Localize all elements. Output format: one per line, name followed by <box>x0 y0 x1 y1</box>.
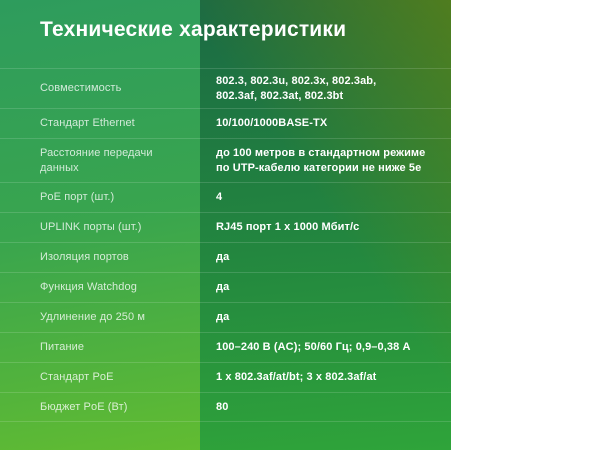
spec-table: Совместимость 802.3, 802.3u, 802.3x, 802… <box>0 68 451 422</box>
title-bar: Технические характеристики <box>0 0 451 68</box>
spec-value: RJ45 порт 1 x 1000 Мбит/с <box>216 221 360 234</box>
spec-row-poe-budget: Бюджет PoE (Вт) 80 <box>0 392 451 422</box>
spec-label: Изоляция портов <box>40 251 129 264</box>
spec-value: 10/100/1000BASE-TX <box>216 117 328 130</box>
spec-value: да <box>216 281 230 294</box>
spec-row-transmission-distance: Расстояние передачи данных до 100 метров… <box>0 138 451 182</box>
spec-value: да <box>216 251 230 264</box>
spec-value: 100–240 В (AC); 50/60 Гц; 0,9–0,38 А <box>216 341 411 354</box>
spec-row-extension-250m: Удлинение до 250 м да <box>0 302 451 332</box>
spec-row-ethernet-standard: Стандарт Ethernet 10/100/1000BASE-TX <box>0 108 451 138</box>
spec-row-poe-ports: PoE порт (шт.) 4 <box>0 182 451 212</box>
spec-label: Совместимость <box>40 82 122 95</box>
spec-label: Питание <box>40 341 85 354</box>
value-column-band <box>200 0 451 450</box>
green-gradient-panel: Технические характеристики Совместимость… <box>0 0 451 450</box>
spec-label: PoE порт (шт.) <box>40 191 115 204</box>
spec-label: UPLINK порты (шт.) <box>40 221 142 234</box>
spec-row-port-isolation: Изоляция портов да <box>0 242 451 272</box>
spec-label: Функция Watchdog <box>40 281 137 294</box>
spec-label: Стандарт Ethernet <box>40 117 135 130</box>
spec-row-poe-standard: Стандарт PoE 1 x 802.3af/at/bt; 3 x 802.… <box>0 362 451 392</box>
spec-row-uplink-ports: UPLINK порты (шт.) RJ45 порт 1 x 1000 Мб… <box>0 212 451 242</box>
spec-value: 802.3, 802.3u, 802.3x, 802.3ab, 802.3af,… <box>216 74 377 102</box>
spec-label: Бюджет PoE (Вт) <box>40 400 128 413</box>
spec-row-watchdog: Функция Watchdog да <box>0 272 451 302</box>
spec-value: да <box>216 311 230 324</box>
spec-value: до 100 метров в стандартном режиме по UT… <box>216 146 426 174</box>
spec-value: 80 <box>216 400 229 413</box>
spec-label: Удлинение до 250 м <box>40 311 146 324</box>
spec-row-power: Питание 100–240 В (AC); 50/60 Гц; 0,9–0,… <box>0 332 451 362</box>
spec-label: Стандарт PoE <box>40 371 114 384</box>
spec-value: 4 <box>216 191 223 204</box>
panel-content: Технические характеристики Совместимость… <box>0 0 451 422</box>
spec-value: 1 x 802.3af/at/bt; 3 x 802.3af/at <box>216 371 377 384</box>
spec-row-compatibility: Совместимость 802.3, 802.3u, 802.3x, 802… <box>0 68 451 108</box>
page-title: Технические характеристики <box>40 17 347 41</box>
spec-label: Расстояние передачи данных <box>40 147 153 174</box>
